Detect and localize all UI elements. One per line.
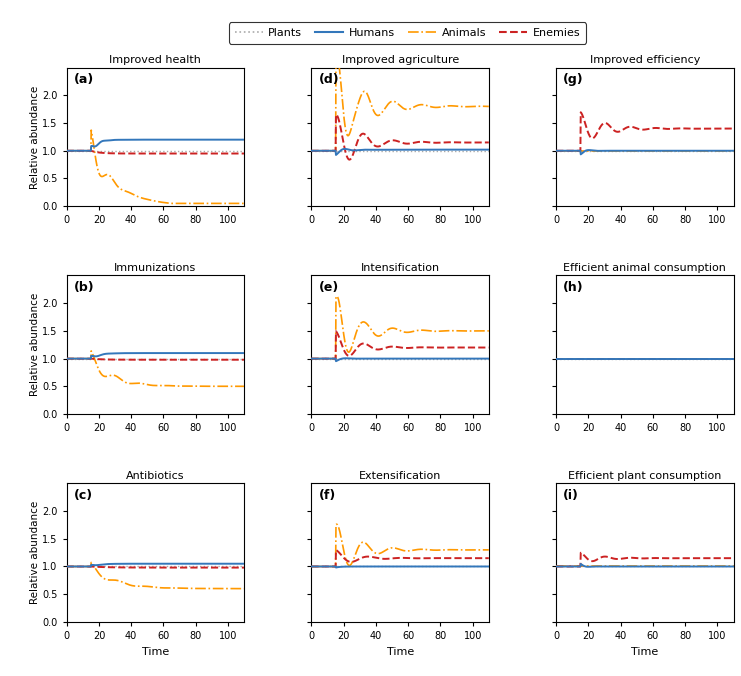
Text: (g): (g)	[563, 73, 584, 86]
Text: (d): (d)	[319, 73, 339, 86]
Y-axis label: Relative abundance: Relative abundance	[30, 85, 39, 189]
X-axis label: Time: Time	[387, 646, 413, 656]
Title: Improved efficiency: Improved efficiency	[590, 55, 700, 66]
Legend: Plants, Humans, Animals, Enemies: Plants, Humans, Animals, Enemies	[229, 22, 586, 43]
Title: Immunizations: Immunizations	[114, 264, 196, 273]
X-axis label: Time: Time	[631, 646, 659, 656]
X-axis label: Time: Time	[142, 646, 169, 656]
Text: (c): (c)	[74, 489, 93, 502]
Title: Efficient animal consumption: Efficient animal consumption	[563, 264, 726, 273]
Y-axis label: Relative abundance: Relative abundance	[30, 501, 39, 604]
Title: Antibiotics: Antibiotics	[126, 471, 185, 481]
Text: (i): (i)	[563, 489, 579, 502]
Title: Extensification: Extensification	[359, 471, 442, 481]
Title: Intensification: Intensification	[361, 264, 439, 273]
Title: Improved health: Improved health	[110, 55, 202, 66]
Text: (h): (h)	[563, 281, 584, 294]
Y-axis label: Relative abundance: Relative abundance	[30, 293, 39, 396]
Text: (b): (b)	[74, 281, 94, 294]
Title: Efficient plant consumption: Efficient plant consumption	[568, 471, 722, 481]
Text: (e): (e)	[319, 281, 339, 294]
Text: (a): (a)	[74, 73, 94, 86]
Title: Improved agriculture: Improved agriculture	[342, 55, 459, 66]
Text: (f): (f)	[319, 489, 336, 502]
